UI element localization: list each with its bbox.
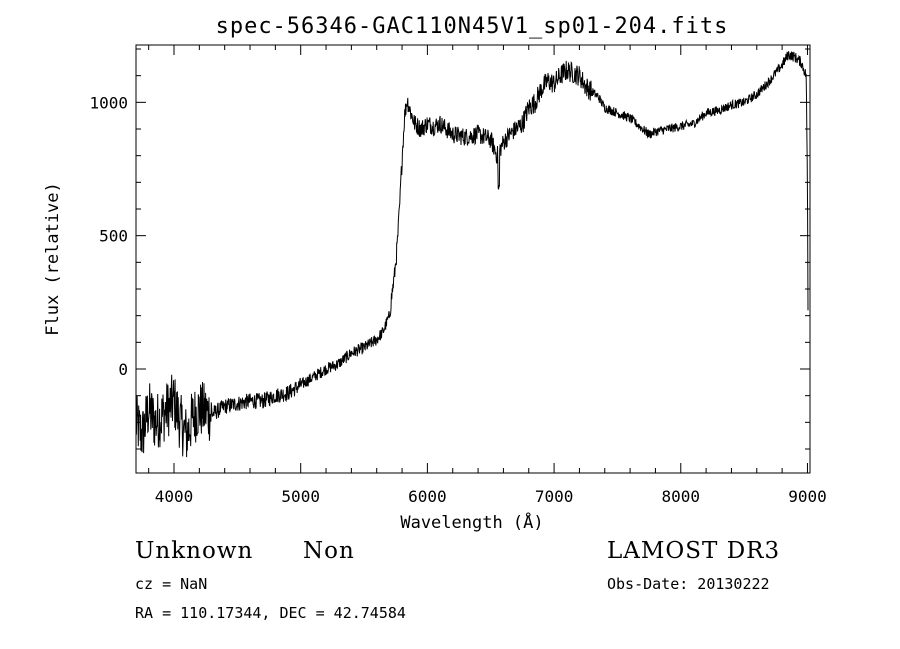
classification-label: Unknown xyxy=(135,538,254,564)
plot-frame xyxy=(135,44,811,474)
x-tick-label: 7000 xyxy=(535,487,574,506)
x-tick-label: 8000 xyxy=(662,487,701,506)
x-tick-label: 4000 xyxy=(155,487,194,506)
x-tick-label: 5000 xyxy=(281,487,320,506)
x-tick-label: 9000 xyxy=(788,487,827,506)
spectrum-line xyxy=(135,51,809,458)
y-axis: 0 500 1000 xyxy=(89,48,810,450)
redshift-text: cz = NaN xyxy=(135,575,208,593)
x-axis: 4000 5000 6000 7000 8000 9000 xyxy=(148,45,827,506)
y-tick-label: 0 xyxy=(118,360,128,379)
coordinates-text: RA = 110.17344, DEC = 42.74584 xyxy=(135,604,406,622)
subclass-label: Non xyxy=(303,538,355,564)
y-tick-label: 500 xyxy=(99,227,128,246)
x-tick-label: 6000 xyxy=(408,487,447,506)
survey-label: LAMOST DR3 xyxy=(607,538,781,564)
x-axis-label: Wavelength (Å) xyxy=(400,511,543,533)
y-tick-label: 1000 xyxy=(89,93,128,112)
chart-title: spec-56346-GAC110N45V1_sp01-204.fits xyxy=(216,14,729,39)
obs-date-text: Obs-Date: 20130222 xyxy=(607,575,770,593)
y-axis-label: Flux (relative) xyxy=(43,182,63,336)
